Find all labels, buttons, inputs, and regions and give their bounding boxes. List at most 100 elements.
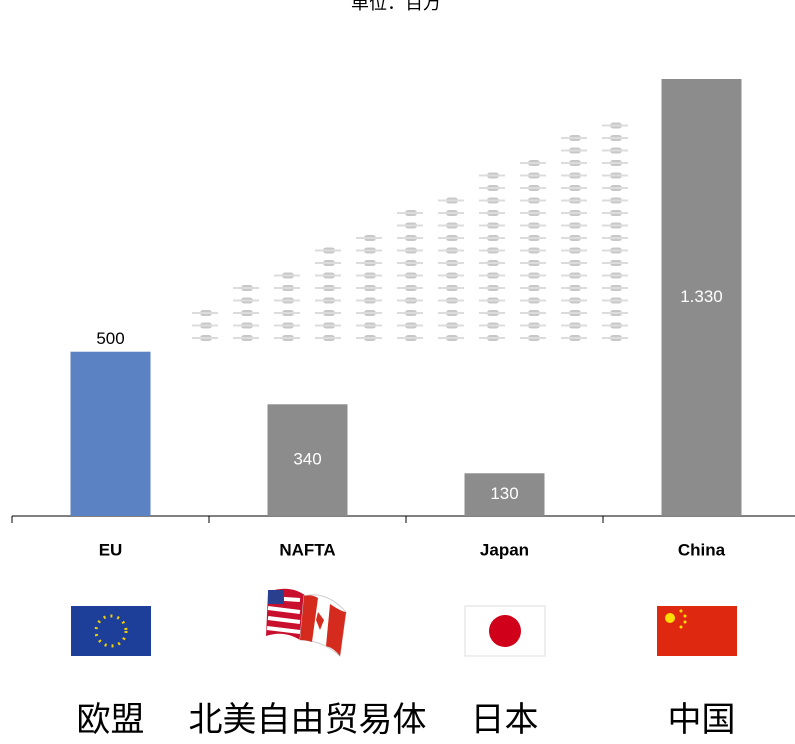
person-icon: [602, 125, 628, 127]
person-icon: [397, 212, 423, 214]
person-icon: [274, 275, 300, 277]
person-icon: [520, 275, 546, 277]
person-icon: [479, 312, 505, 314]
person-icon: [315, 275, 341, 277]
person-icon: [479, 225, 505, 227]
bar: [71, 352, 151, 516]
person-icon: [274, 312, 300, 314]
person-icon: [520, 287, 546, 289]
person-icon: [397, 325, 423, 327]
person-icon: [438, 225, 464, 227]
person-icon: [315, 312, 341, 314]
person-icon: [315, 250, 341, 252]
person-icon: [233, 312, 259, 314]
value-label: 340: [293, 450, 321, 469]
person-icon: [520, 225, 546, 227]
person-icon: [602, 212, 628, 214]
person-icon: [561, 162, 587, 164]
person-icon: [397, 287, 423, 289]
person-icon: [315, 325, 341, 327]
person-icon: [561, 250, 587, 252]
person-icon: [356, 312, 382, 314]
person-icon: [438, 262, 464, 264]
region-name: 北美自由贸易体: [189, 701, 427, 739]
person-icon: [274, 337, 300, 339]
person-icon: [602, 250, 628, 252]
region-name: 日本: [471, 701, 539, 739]
person-icon: [602, 325, 628, 327]
person-icon: [274, 300, 300, 302]
person-icon: [479, 212, 505, 214]
person-icon: [356, 287, 382, 289]
person-icon: [233, 325, 259, 327]
person-icon: [561, 150, 587, 152]
person-icon: [192, 312, 218, 314]
person-icon: [356, 250, 382, 252]
value-label: 130: [490, 484, 518, 503]
person-icon: [561, 225, 587, 227]
person-icon: [479, 325, 505, 327]
person-icon: [479, 275, 505, 277]
value-label: 500: [96, 329, 124, 348]
person-icon: [561, 187, 587, 189]
region-name: 欧盟: [77, 701, 145, 739]
person-icon: [438, 325, 464, 327]
person-icon: [233, 300, 259, 302]
person-icon: [561, 212, 587, 214]
flag-nafta: [266, 589, 346, 656]
person-icon: [479, 262, 505, 264]
person-icon: [561, 262, 587, 264]
person-icon: [438, 287, 464, 289]
person-icon: [602, 337, 628, 339]
person-icon: [233, 287, 259, 289]
person-icon: [438, 300, 464, 302]
person-icon: [397, 275, 423, 277]
person-icon: [602, 187, 628, 189]
person-icon: [479, 300, 505, 302]
person-icon: [438, 312, 464, 314]
person-icon: [602, 175, 628, 177]
x-tick-label: Japan: [480, 540, 529, 559]
person-icon: [315, 262, 341, 264]
person-icon: [520, 187, 546, 189]
people-decoration: [192, 123, 628, 342]
person-icon: [561, 300, 587, 302]
person-icon: [356, 325, 382, 327]
person-icon: [356, 337, 382, 339]
person-icon: [397, 337, 423, 339]
person-icon: [520, 312, 546, 314]
person-icon: [602, 162, 628, 164]
x-tick-label: China: [678, 540, 726, 559]
person-icon: [397, 225, 423, 227]
person-icon: [274, 287, 300, 289]
person-icon: [438, 337, 464, 339]
person-icon: [479, 175, 505, 177]
person-icon: [561, 175, 587, 177]
person-icon: [520, 325, 546, 327]
person-icon: [397, 250, 423, 252]
x-tick-label: EU: [99, 540, 123, 559]
person-icon: [356, 237, 382, 239]
person-icon: [602, 275, 628, 277]
person-icon: [356, 275, 382, 277]
person-icon: [520, 250, 546, 252]
person-icon: [602, 312, 628, 314]
region-name: 中国: [668, 701, 736, 739]
person-icon: [561, 337, 587, 339]
person-icon: [520, 175, 546, 177]
flag-eu: [71, 606, 151, 656]
flag-japan: [465, 606, 545, 656]
chart: 单位：百万 500EU欧盟340NAFTA北美自由贸易体130Japan日本1.…: [0, 0, 795, 744]
person-icon: [602, 225, 628, 227]
person-icon: [602, 262, 628, 264]
person-icon: [561, 275, 587, 277]
person-icon: [438, 212, 464, 214]
x-tick-label: NAFTA: [279, 540, 335, 559]
person-icon: [602, 137, 628, 139]
person-icon: [520, 337, 546, 339]
person-icon: [479, 250, 505, 252]
person-icon: [356, 262, 382, 264]
person-icon: [561, 237, 587, 239]
person-icon: [561, 200, 587, 202]
person-icon: [520, 162, 546, 164]
